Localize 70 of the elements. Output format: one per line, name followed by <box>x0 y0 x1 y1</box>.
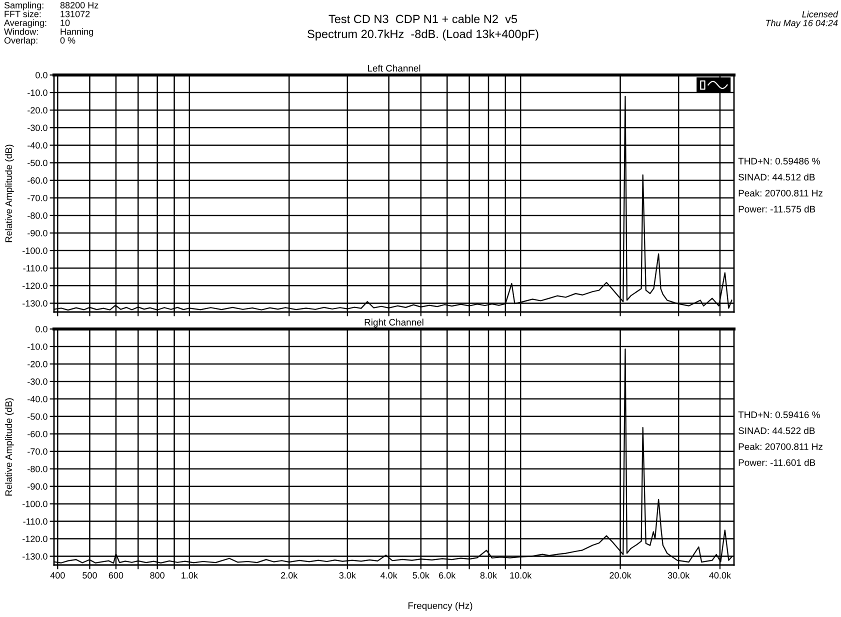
x-tick-label: 8.0k <box>480 572 498 579</box>
text: Sampling: <box>4 2 44 10</box>
text: Thu May 16 04:24 <box>766 20 838 28</box>
y-tick-label: -130.0 <box>22 300 48 307</box>
text: Peak: 20700.811 Hz <box>738 190 822 197</box>
x-tick-label: 1.0k <box>182 572 198 579</box>
y-tick-label: -90.0 <box>28 230 48 236</box>
y-tick-label: -110.0 <box>23 518 48 525</box>
x-tick-label: 800 <box>150 572 165 579</box>
x-tick-label: 40.0k <box>709 572 732 579</box>
text: 88200 Hz <box>60 2 98 8</box>
y-axis-title: Relative Amplitude (dB) <box>5 398 14 496</box>
text: FFT size: <box>4 10 41 18</box>
y-tick-label: -40.0 <box>28 396 48 402</box>
text: Spectrum 20.7kHz -8dB. (Load 13k+400pF) <box>308 30 538 41</box>
y-tick-label: -50.0 <box>28 160 48 166</box>
x-tick-label: 500 <box>82 572 97 579</box>
y-tick-label: -130.0 <box>22 553 48 560</box>
x-tick-label: 6.0k <box>439 572 456 579</box>
x-tick-label: 20.0k <box>610 572 632 579</box>
y-tick-label: 0.0 <box>36 326 48 332</box>
y-tick-label: -70.0 <box>28 448 48 455</box>
text: 131072 <box>60 10 90 18</box>
y-tick-label: -100.0 <box>22 248 48 254</box>
text: Power: -11.575 dB <box>738 206 816 213</box>
text: THD+N: 0.59416 % <box>738 411 820 418</box>
text: 0 % <box>60 37 76 44</box>
text: Power: -11.601 dB <box>738 459 816 466</box>
y-tick-label: -100.0 <box>22 500 48 508</box>
y-tick-label: -30.0 <box>28 124 48 132</box>
text: Test CD N3 CDP N1 + cable N2 v5 <box>328 14 518 24</box>
text: Licensed <box>802 10 838 18</box>
chart-title: Left Channel <box>368 64 420 72</box>
text: Averaging: <box>4 19 46 28</box>
x-tick-label: 3.0k <box>339 572 356 579</box>
text: Hanning <box>60 28 94 37</box>
y-tick-label: -60.0 <box>28 177 48 184</box>
text: Window: <box>4 28 38 35</box>
text: Peak: 20700.811 Hz <box>738 443 822 450</box>
text: THD+N: 0.59486 % <box>738 158 820 165</box>
text: 10 <box>60 20 70 26</box>
y-tick-label: -10.0 <box>28 90 48 96</box>
y-tick-label: -10.0 <box>28 343 48 350</box>
y-tick-label: -30.0 <box>28 378 48 385</box>
text: SINAD: 44.512 dB <box>738 174 815 181</box>
y-tick-label: -60.0 <box>28 430 48 438</box>
y-axis-title: Relative Amplitude (dB) <box>5 144 14 242</box>
y-tick-label: 0.0 <box>36 72 48 78</box>
y-tick-label: -80.0 <box>28 466 48 472</box>
y-tick-label: -120.0 <box>22 536 48 542</box>
y-tick-label: -40.0 <box>28 142 48 149</box>
x-tick-label: 4.0k <box>380 572 398 579</box>
y-tick-label: -80.0 <box>28 212 48 219</box>
y-tick-label: -110.0 <box>23 265 48 272</box>
text: Overlap: <box>4 36 38 46</box>
x-tick-label: 10.0k <box>510 572 532 579</box>
y-tick-label: -90.0 <box>28 483 48 490</box>
chart-title: Right Channel <box>364 318 424 328</box>
x-tick-label: 2.0k <box>281 572 298 579</box>
y-tick-label: -20.0 <box>28 360 48 368</box>
x-tick-label: 600 <box>108 572 124 579</box>
y-tick-label: -50.0 <box>28 413 48 420</box>
x-tick-label: 400 <box>50 572 65 579</box>
y-tick-label: -70.0 <box>28 194 48 202</box>
y-tick-label: -120.0 <box>22 282 48 290</box>
x-tick-label: 30.0k <box>668 572 690 579</box>
x-axis-title: Frequency (Hz) <box>408 602 472 611</box>
text: SINAD: 44.522 dB <box>738 427 815 434</box>
y-tick-label: -20.0 <box>28 107 48 114</box>
x-tick-label: 5.0k <box>412 572 430 579</box>
